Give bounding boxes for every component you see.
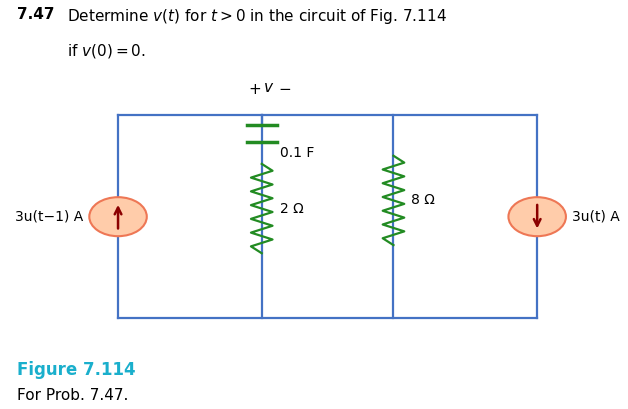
Circle shape bbox=[509, 197, 566, 236]
Text: Figure 7.114: Figure 7.114 bbox=[18, 361, 136, 379]
Text: $v$: $v$ bbox=[263, 80, 274, 95]
Text: Determine $v(t)$ for $t > 0$ in the circuit of Fig. 7.114: Determine $v(t)$ for $t > 0$ in the circ… bbox=[67, 7, 447, 27]
Circle shape bbox=[89, 197, 147, 236]
Text: if $v(0) = 0$.: if $v(0) = 0$. bbox=[67, 42, 146, 60]
Text: 2 Ω: 2 Ω bbox=[279, 202, 303, 216]
Text: 7.47: 7.47 bbox=[18, 7, 55, 22]
Text: 0.1 F: 0.1 F bbox=[279, 146, 314, 160]
Text: +: + bbox=[248, 82, 261, 97]
Text: 3u(t) A: 3u(t) A bbox=[572, 210, 620, 224]
Text: −: − bbox=[278, 82, 291, 97]
Text: 3u(t−1) A: 3u(t−1) A bbox=[15, 210, 84, 224]
Text: 8 Ω: 8 Ω bbox=[411, 193, 435, 207]
Text: For Prob. 7.47.: For Prob. 7.47. bbox=[18, 388, 129, 403]
